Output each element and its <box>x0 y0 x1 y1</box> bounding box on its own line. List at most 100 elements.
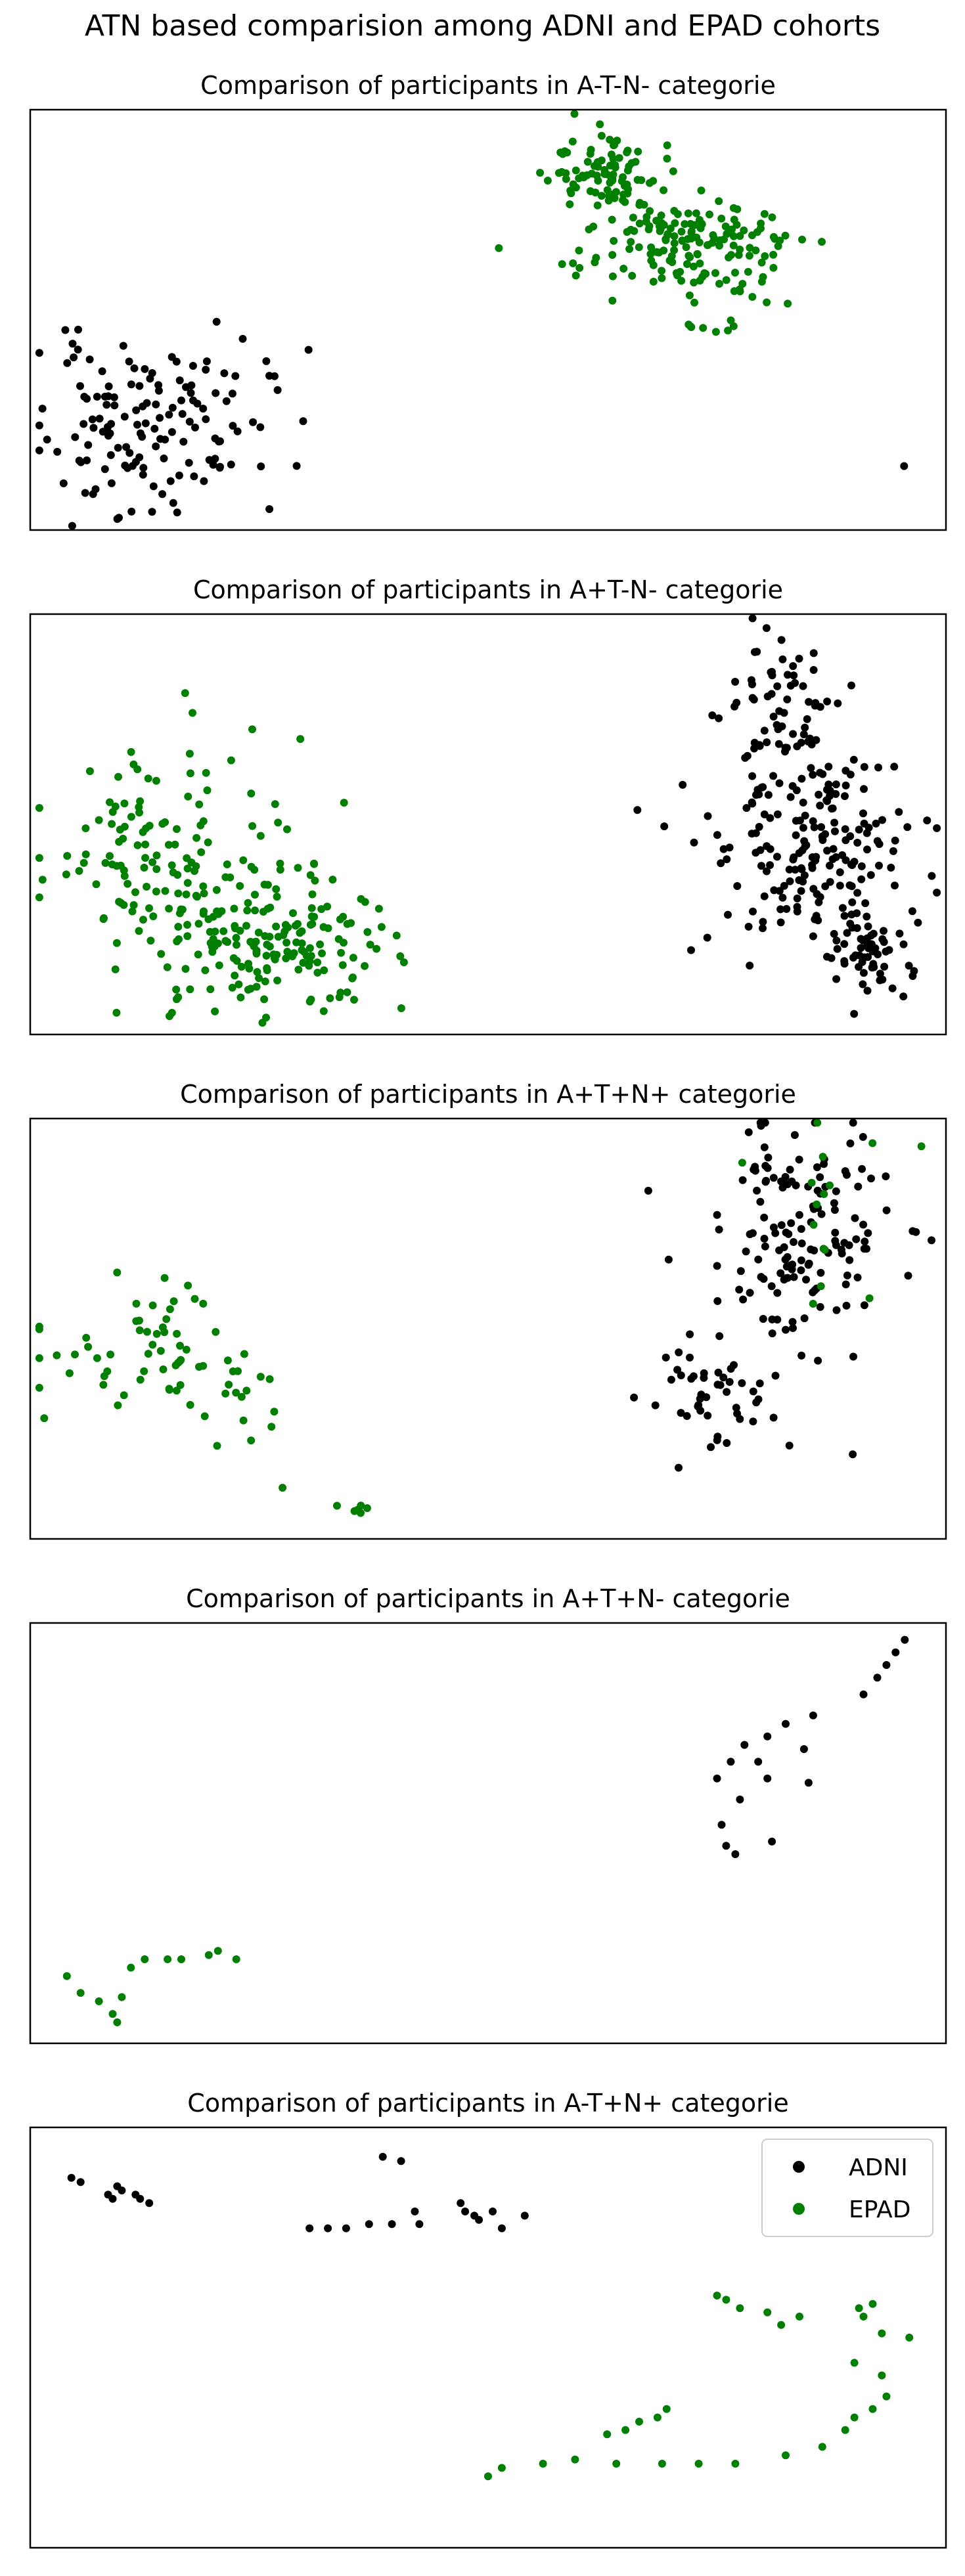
data-point-adni <box>497 2224 506 2232</box>
data-point-adni <box>154 386 163 395</box>
data-point-adni <box>136 2194 145 2203</box>
data-point-epad <box>311 876 319 885</box>
data-point-epad <box>623 146 632 155</box>
data-point-adni <box>766 861 774 870</box>
data-point-adni <box>885 946 893 954</box>
data-point-adni <box>776 1269 785 1277</box>
data-point-adni <box>110 393 118 401</box>
data-point-adni <box>853 924 861 932</box>
data-point-epad <box>223 860 231 868</box>
data-point-adni <box>782 1325 790 1334</box>
data-point-epad <box>318 949 326 958</box>
data-point-adni <box>199 405 208 413</box>
data-point-epad <box>172 985 181 994</box>
data-point-adni <box>847 910 856 919</box>
data-point-epad <box>307 904 316 912</box>
data-point-epad <box>101 858 110 867</box>
data-point-epad <box>687 323 696 331</box>
data-point-adni <box>107 479 116 487</box>
data-point-epad <box>250 866 259 874</box>
data-point-epad <box>202 768 210 777</box>
subplot-title: Comparison of participants in A-T-N- cat… <box>200 71 776 100</box>
data-point-adni <box>755 1379 764 1388</box>
data-point-epad <box>606 162 614 169</box>
data-point-epad <box>647 256 656 265</box>
data-point-epad <box>669 167 677 175</box>
data-point-epad <box>724 326 732 335</box>
data-point-adni <box>190 472 198 481</box>
data-point-adni <box>928 1236 935 1245</box>
data-point-epad <box>113 2018 122 2026</box>
data-point-epad <box>143 1327 151 1336</box>
data-point-epad <box>35 1354 43 1362</box>
data-point-adni <box>70 353 78 362</box>
data-point-epad <box>212 886 221 894</box>
data-point-epad <box>174 1358 183 1367</box>
data-point-epad <box>233 956 241 965</box>
data-point-epad <box>100 1372 108 1381</box>
data-point-adni <box>863 845 871 854</box>
data-point-adni <box>719 1373 728 1382</box>
data-point-adni <box>799 877 807 886</box>
data-point-epad <box>597 156 606 165</box>
data-point-epad <box>292 938 301 946</box>
data-point-epad <box>112 1008 121 1017</box>
data-point-epad <box>868 2405 877 2413</box>
data-point-epad <box>81 850 90 858</box>
legend-label-adni: ADNI <box>849 2154 908 2181</box>
data-point-adni <box>828 855 837 864</box>
data-point-epad <box>148 1301 157 1310</box>
data-point-adni <box>846 1139 855 1147</box>
data-point-epad <box>85 767 94 776</box>
data-point-epad <box>135 1316 143 1325</box>
data-point-adni <box>763 1774 772 1783</box>
data-point-epad <box>35 1383 43 1392</box>
data-point-adni <box>748 772 757 780</box>
data-point-epad <box>735 285 744 294</box>
data-point-adni <box>864 953 872 962</box>
data-point-adni <box>809 1711 817 1720</box>
data-point-epad <box>108 860 116 869</box>
data-point-epad <box>135 809 143 817</box>
data-point-epad <box>140 1367 148 1375</box>
data-point-epad <box>276 866 284 874</box>
data-point-epad <box>213 1947 222 1955</box>
data-point-adni <box>731 1850 740 1858</box>
data-point-epad <box>141 1955 149 1963</box>
data-point-adni <box>736 1415 744 1423</box>
data-point-adni <box>139 470 147 479</box>
data-point-adni <box>725 843 734 852</box>
data-point-adni <box>716 1381 725 1389</box>
data-point-adni <box>891 881 899 890</box>
data-point-adni <box>763 867 771 876</box>
data-point-epad <box>237 1392 246 1401</box>
data-point-epad <box>593 201 602 210</box>
data-point-adni <box>792 1181 800 1189</box>
data-point-epad <box>570 110 579 118</box>
data-point-epad <box>798 235 806 244</box>
data-point-epad <box>234 1367 242 1375</box>
data-point-epad <box>536 169 545 177</box>
data-point-epad <box>223 938 232 946</box>
data-point-adni <box>853 889 862 897</box>
data-point-adni <box>774 740 783 748</box>
data-point-adni <box>775 707 784 715</box>
data-point-epad <box>199 1299 208 1308</box>
data-point-adni <box>773 1289 782 1297</box>
data-point-adni <box>840 957 849 966</box>
data-point-epad <box>497 2464 506 2472</box>
data-point-adni <box>832 789 840 798</box>
data-point-adni <box>830 1199 838 1207</box>
data-point-epad <box>635 243 643 252</box>
data-point-epad <box>777 2321 786 2329</box>
data-point-epad <box>176 1381 185 1389</box>
data-point-adni <box>821 882 830 891</box>
data-point-adni <box>74 345 82 354</box>
data-point-epad <box>148 1341 157 1349</box>
data-point-adni <box>715 1226 723 1233</box>
data-point-adni <box>847 882 856 891</box>
data-point-adni <box>717 859 725 868</box>
data-point-epad <box>760 210 769 218</box>
data-point-epad <box>296 929 304 937</box>
data-point-epad <box>738 1159 746 1167</box>
